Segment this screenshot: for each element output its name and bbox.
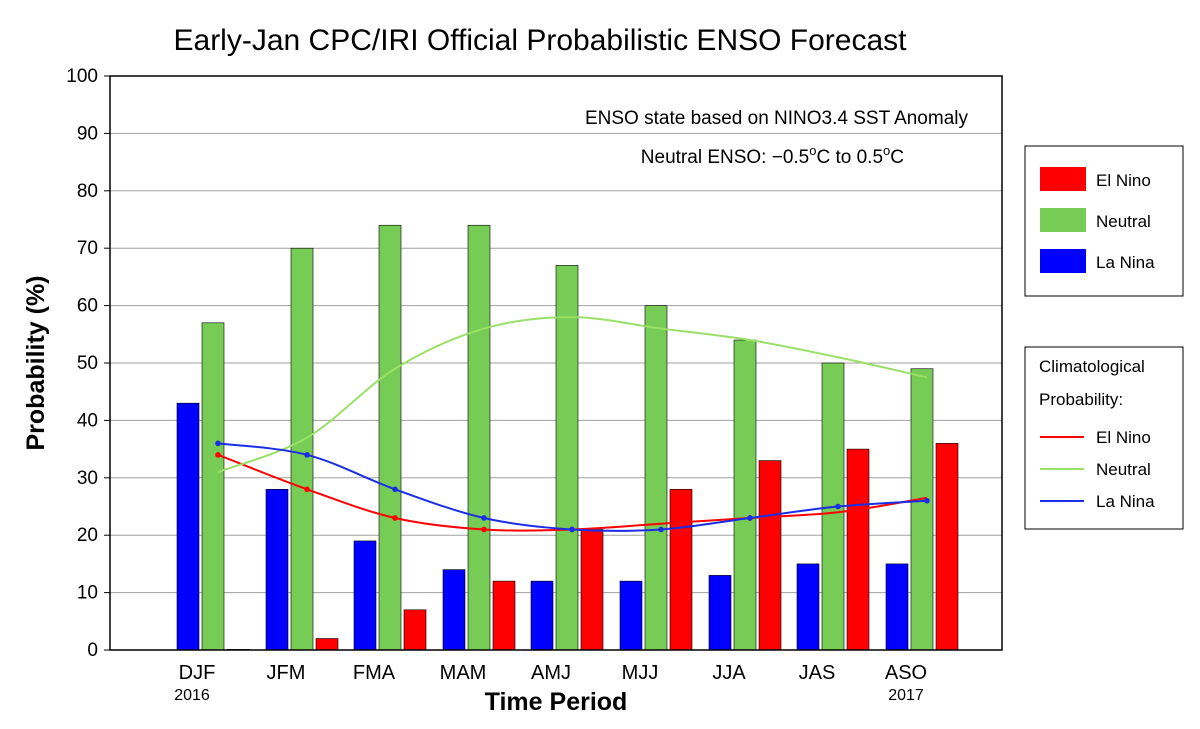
y-axis-label: Probability (%) bbox=[22, 275, 50, 450]
bar-la-nina bbox=[442, 569, 466, 651]
climatology-point-la-nina bbox=[215, 440, 221, 447]
bar-neutral bbox=[555, 265, 579, 651]
bar-la-nina bbox=[885, 563, 909, 651]
x-tick-label: JJA bbox=[712, 662, 746, 684]
bar-neutral bbox=[290, 247, 314, 651]
legend-swatch-neutral bbox=[1040, 208, 1086, 232]
legend-lines-title-1: Climatological bbox=[1039, 357, 1145, 376]
x-axis-label: Time Period bbox=[485, 688, 628, 716]
legend-label-neutral: Neutral bbox=[1096, 212, 1151, 231]
bar-el-nino bbox=[403, 609, 427, 651]
y-tick-label: 100 bbox=[66, 66, 98, 87]
annotation-enso-state: ENSO state based on NINO3.4 SST Anomaly bbox=[585, 108, 969, 129]
x-tick-label: MAM bbox=[440, 662, 487, 684]
y-tick-label: 70 bbox=[77, 238, 98, 259]
bar-la-nina bbox=[265, 488, 289, 651]
y-tick-label: 50 bbox=[77, 353, 98, 374]
bar-el-nino bbox=[846, 448, 870, 651]
climatology-point-el-nino bbox=[304, 486, 310, 493]
legend-bars: El Nino Neutral La Nina bbox=[1024, 145, 1184, 297]
year-label-2016: 2016 bbox=[174, 687, 210, 704]
climatology-point-la-nina bbox=[747, 515, 753, 521]
bar-la-nina bbox=[530, 580, 554, 651]
bar-neutral bbox=[378, 224, 402, 651]
climatology-point-la-nina bbox=[481, 515, 487, 521]
bar-la-nina bbox=[619, 580, 643, 651]
y-tick-label: 80 bbox=[77, 181, 98, 202]
bar-la-nina bbox=[708, 575, 732, 651]
annotation-neutral-prefix: Neutral ENSO: −0.5 bbox=[641, 147, 809, 168]
legend-lines-title-2: Probability: bbox=[1039, 390, 1123, 409]
climatology-point-la-nina bbox=[658, 526, 664, 533]
climatology-point-el-nino bbox=[481, 526, 487, 533]
bar-el-nino bbox=[935, 443, 959, 651]
climatology-line-neutral bbox=[217, 316, 928, 473]
bar-el-nino bbox=[492, 580, 516, 651]
y-tick-labels: 0 10 20 30 40 50 60 70 80 90 100 bbox=[66, 66, 110, 661]
y-tick-label: 10 bbox=[77, 583, 98, 604]
legend-label-el-nino: El Nino bbox=[1096, 171, 1151, 190]
climatology-point-la-nina bbox=[569, 526, 575, 533]
bar-la-nina bbox=[353, 540, 377, 651]
x-tick-label: MJJ bbox=[622, 662, 659, 684]
degree-symbol-1: o bbox=[809, 143, 816, 158]
climatology-point-la-nina bbox=[835, 503, 841, 510]
legend-line-label-la-nina: La Nina bbox=[1096, 492, 1155, 511]
bar-neutral bbox=[910, 368, 934, 651]
bar-neutral bbox=[467, 224, 491, 651]
y-tick-label: 20 bbox=[77, 525, 98, 546]
bar-neutral bbox=[201, 322, 225, 651]
y-tick-label: 40 bbox=[77, 410, 98, 431]
x-tick-label: JAS bbox=[799, 662, 836, 684]
bar-el-nino bbox=[580, 529, 604, 651]
climatology-point-la-nina bbox=[924, 497, 930, 504]
chart-title: Early-Jan CPC/IRI Official Probabilistic… bbox=[174, 24, 908, 57]
x-tick-label: JFM bbox=[267, 662, 306, 684]
climatology-point-la-nina bbox=[392, 486, 398, 493]
x-tick-label: ASO bbox=[885, 662, 927, 684]
year-label-2017: 2017 bbox=[888, 687, 924, 704]
climatology-point-el-nino bbox=[215, 452, 221, 458]
legend-line-label-neutral: Neutral bbox=[1096, 460, 1151, 479]
y-tick-label: 90 bbox=[77, 123, 98, 144]
bar-el-nino bbox=[758, 460, 782, 651]
annotation-neutral-range: Neutral ENSO: −0.5oC to 0.5oC bbox=[641, 143, 904, 168]
y-tick-label: 0 bbox=[87, 640, 98, 661]
legend-label-la-nina: La Nina bbox=[1096, 253, 1155, 272]
bar-neutral bbox=[733, 339, 757, 651]
legend-swatch-el-nino bbox=[1040, 167, 1086, 191]
annotation-neutral-mid: C to 0.5 bbox=[816, 147, 883, 168]
x-tick-label: DJF bbox=[179, 662, 216, 684]
bar-la-nina bbox=[176, 402, 200, 651]
bar-el-nino bbox=[669, 488, 693, 651]
bar-series bbox=[176, 224, 959, 651]
climatology-lines bbox=[215, 316, 930, 533]
bar-la-nina bbox=[796, 563, 820, 651]
x-tick-label: AMJ bbox=[531, 662, 571, 684]
climatology-point-el-nino bbox=[392, 515, 398, 521]
legend-swatch-la-nina bbox=[1040, 249, 1086, 273]
y-tick-label: 30 bbox=[77, 468, 98, 489]
climatology-point-la-nina bbox=[304, 452, 310, 458]
y-tick-label: 60 bbox=[77, 296, 98, 317]
bar-neutral bbox=[644, 305, 668, 651]
degree-symbol-2: o bbox=[883, 143, 890, 158]
x-tick-labels: DJF JFM FMA MAM AMJ MJJ JJA JAS ASO bbox=[179, 662, 927, 684]
annotation-neutral-suffix: C bbox=[890, 147, 904, 168]
legend-lines: Climatological Probability: El Nino Neut… bbox=[1024, 346, 1184, 530]
x-tick-label: FMA bbox=[353, 662, 396, 684]
legend-line-label-el-nino: El Nino bbox=[1096, 428, 1151, 447]
bar-el-nino bbox=[315, 638, 339, 651]
